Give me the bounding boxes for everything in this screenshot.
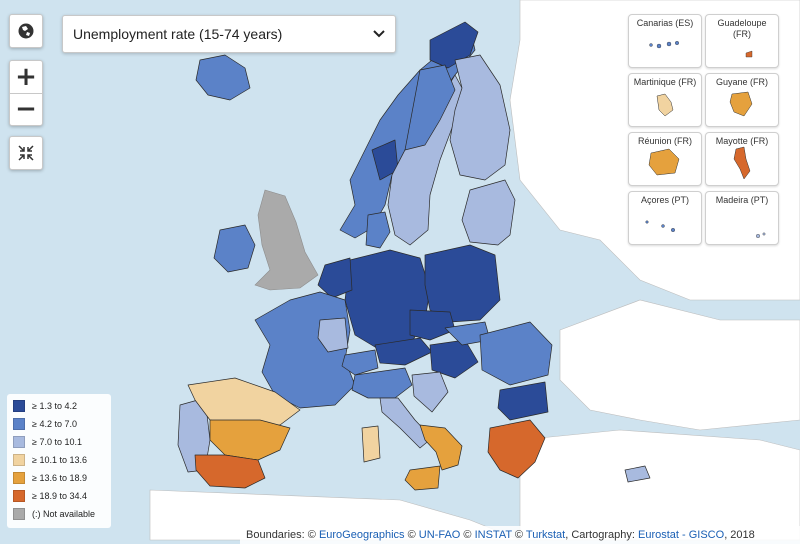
region-cyprus[interactable] — [624, 465, 651, 483]
zoom-control: + − — [9, 60, 43, 126]
instat-link[interactable]: INSTAT — [474, 529, 512, 541]
region-france-east[interactable] — [317, 317, 349, 353]
attribution-cartography: , Cartography: — [565, 529, 635, 541]
legend-item: (:) Not available — [13, 508, 95, 520]
collapse-arrows-icon — [18, 145, 34, 161]
legend-swatch — [13, 472, 25, 484]
legend-item: ≥ 18.9 to 34.4 — [13, 490, 87, 502]
inset-acores[interactable]: Açores (PT) — [628, 191, 702, 245]
inset-label: Canarias (ES) — [636, 18, 694, 28]
inset-label: Réunion (FR) — [637, 136, 693, 146]
inset-map — [745, 50, 753, 58]
region-croatia[interactable] — [411, 371, 449, 413]
legend-label: ≥ 10.1 to 13.6 — [32, 455, 87, 465]
legend-swatch — [13, 418, 25, 430]
legend-label: ≥ 7.0 to 10.1 — [32, 437, 82, 447]
eurogeographics-link[interactable]: EuroGeographics — [318, 529, 405, 541]
region-uk[interactable] — [254, 189, 319, 291]
region-ireland[interactable] — [213, 224, 256, 273]
indicator-select[interactable]: Unemployment rate (15-74 years) — [62, 15, 396, 53]
region-austria[interactable] — [374, 337, 433, 366]
region-iceland[interactable] — [195, 54, 251, 101]
region-sweden-north[interactable] — [404, 64, 456, 151]
legend-item: ≥ 4.2 to 7.0 — [13, 418, 77, 430]
reset-view-button[interactable] — [9, 136, 43, 170]
inset-label: Guyane (FR) — [715, 77, 768, 87]
legend-swatch — [13, 400, 25, 412]
inset-map — [756, 232, 766, 239]
legend-swatch — [13, 436, 25, 448]
inset-guadeloupe[interactable]: Guadeloupe (FR) — [705, 14, 779, 68]
zoom-out-button[interactable]: − — [10, 92, 42, 125]
attribution-prefix: Boundaries: © — [246, 529, 316, 541]
inset-label: Mayotte (FR) — [715, 136, 769, 146]
region-romania[interactable] — [479, 321, 553, 386]
legend-label: ≥ 18.9 to 34.4 — [32, 491, 87, 501]
attribution-separator: © — [514, 529, 524, 541]
legend-item: ≥ 10.1 to 13.6 — [13, 454, 87, 466]
region-spain-centre[interactable] — [209, 419, 291, 461]
legend-item: ≥ 1.3 to 4.2 — [13, 400, 77, 412]
attribution-separator: © — [407, 529, 416, 541]
inset-map — [733, 146, 751, 180]
inset-label: Açores (PT) — [640, 195, 689, 205]
attribution-separator: © — [463, 529, 472, 541]
inset-guyane[interactable]: Guyane (FR) — [705, 73, 779, 127]
attribution-year: , 2018 — [724, 529, 755, 541]
map-legend: ≥ 1.3 to 4.2 ≥ 4.2 to 7.0 ≥ 7.0 to 10.1 … — [7, 394, 111, 528]
inset-map — [729, 91, 753, 117]
globe-button[interactable] — [9, 14, 43, 48]
legend-label: (:) Not available — [32, 509, 96, 519]
legend-item: ≥ 13.6 to 18.9 — [13, 472, 87, 484]
region-netherlands[interactable] — [317, 257, 353, 299]
region-poland[interactable] — [424, 244, 501, 323]
inset-map — [656, 93, 674, 117]
inset-map — [645, 220, 676, 233]
legend-swatch — [13, 508, 25, 520]
inset-martinique[interactable]: Martinique (FR) — [628, 73, 702, 127]
legend-label: ≥ 4.2 to 7.0 — [32, 419, 77, 429]
inset-mayotte[interactable]: Mayotte (FR) — [705, 132, 779, 186]
region-sardinia[interactable] — [361, 425, 381, 463]
region-italy-centre[interactable] — [379, 397, 433, 449]
turkstat-link[interactable]: Turkstat — [525, 529, 566, 541]
legend-swatch — [13, 490, 25, 502]
region-denmark[interactable] — [365, 211, 391, 249]
eurostat-gisco-link[interactable]: Eurostat - GISCO — [637, 529, 725, 541]
region-greece[interactable] — [487, 419, 546, 479]
indicator-select-value: Unemployment rate (15-74 years) — [73, 26, 283, 42]
legend-swatch — [13, 454, 25, 466]
chevron-down-icon — [373, 30, 385, 38]
inset-map — [649, 41, 680, 49]
legend-label: ≥ 1.3 to 4.2 — [32, 401, 77, 411]
inset-label: Guadeloupe (FR) — [717, 18, 767, 39]
inset-map — [648, 148, 680, 176]
zoom-in-button[interactable]: + — [15, 62, 37, 92]
inset-canarias[interactable]: Canarias (ES) — [628, 14, 702, 68]
region-sicily[interactable] — [404, 465, 441, 491]
region-finland[interactable] — [449, 54, 511, 181]
region-italy-south[interactable] — [419, 424, 463, 471]
inset-label: Madeira (PT) — [715, 195, 769, 205]
inset-label: Martinique (FR) — [633, 77, 697, 87]
region-spain-south[interactable] — [194, 454, 266, 489]
legend-item: ≥ 7.0 to 10.1 — [13, 436, 82, 448]
region-czechia[interactable] — [409, 309, 456, 341]
region-bulgaria[interactable] — [497, 381, 549, 421]
globe-icon — [18, 23, 34, 39]
map-attribution: Boundaries: © EuroGeographics © UN-FAO ©… — [240, 526, 800, 544]
region-baltics[interactable] — [461, 179, 516, 246]
inset-madeira[interactable]: Madeira (PT) — [705, 191, 779, 245]
legend-label: ≥ 13.6 to 18.9 — [32, 473, 87, 483]
unfao-link[interactable]: UN-FAO — [418, 529, 461, 541]
inset-reunion[interactable]: Réunion (FR) — [628, 132, 702, 186]
region-switzerland[interactable] — [341, 349, 379, 376]
